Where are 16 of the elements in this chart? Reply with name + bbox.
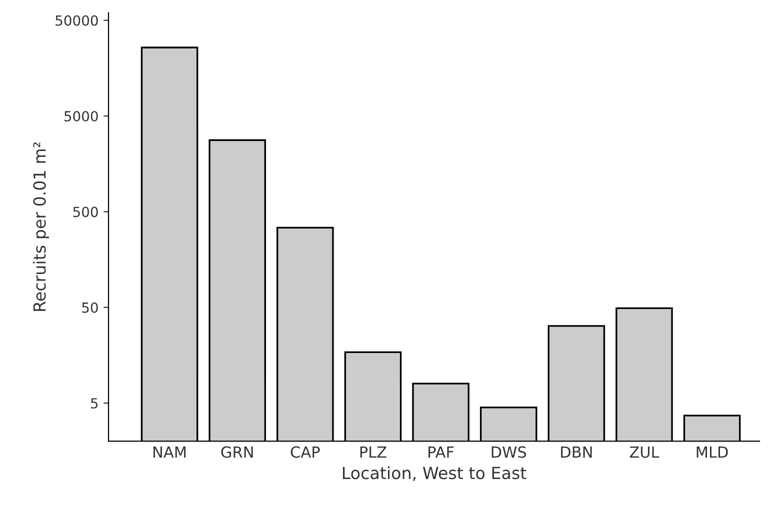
y-tick-label: 50000 bbox=[56, 15, 98, 26]
x-axis-title: Location, West to East bbox=[342, 466, 526, 481]
x-tick-label: DWS bbox=[492, 446, 526, 458]
x-tick-label: PAF bbox=[428, 446, 454, 458]
y-tick-label: 500 bbox=[73, 206, 98, 218]
x-tick-label: CAP bbox=[290, 446, 320, 458]
x-tick-label: DBN bbox=[561, 446, 592, 458]
y-tick-label: 5000 bbox=[64, 110, 98, 122]
y-tick-label: 50 bbox=[82, 302, 98, 313]
x-tick-label: ZUL bbox=[630, 446, 660, 458]
x-tick-label: PLZ bbox=[360, 446, 386, 458]
x-tick-label: MLD bbox=[696, 446, 728, 458]
y-tick-label: 5 bbox=[91, 398, 98, 409]
y-axis-title: Recruits per 0.01 m² bbox=[32, 142, 50, 311]
x-tick-label: NAM bbox=[154, 446, 186, 458]
x-tick-label: GRN bbox=[221, 446, 253, 458]
